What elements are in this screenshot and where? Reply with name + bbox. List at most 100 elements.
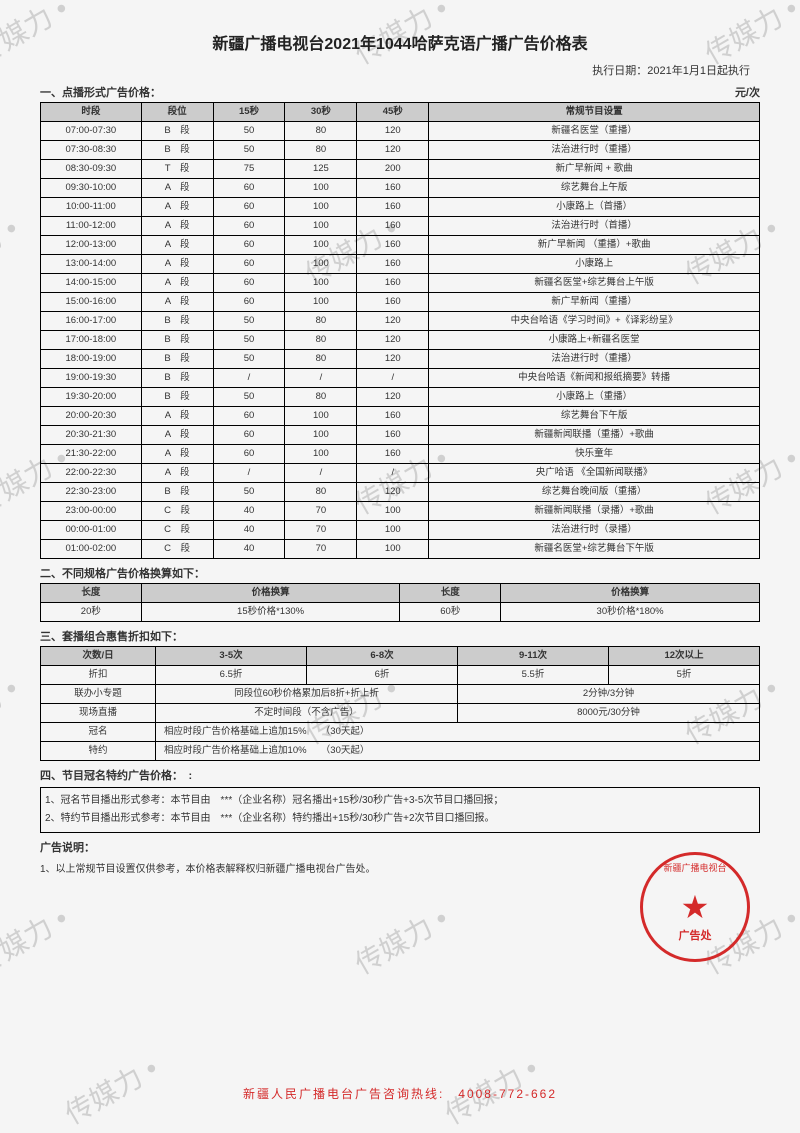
table-row: 08:30-09:30T 段75125200新广早新闻 + 歌曲	[41, 160, 760, 179]
table-cell: 60秒	[400, 603, 501, 622]
table-cell: 19:00-19:30	[41, 369, 142, 388]
table-row: 00:00-01:00C 段4070100法治进行时（录播）	[41, 521, 760, 540]
table-cell: 120	[357, 483, 429, 502]
table-row: 10:00-11:00A 段60100160小康路上（首播）	[41, 198, 760, 217]
official-stamp: 新疆广播电视台 ★ 广告处	[640, 852, 750, 962]
table-cell: 15:00-16:00	[41, 293, 142, 312]
table-cell: C 段	[141, 540, 213, 559]
table-row: 22:30-23:00B 段5080120综艺舞台晚间版（重播）	[41, 483, 760, 502]
table-cell: 法治进行时（首播）	[429, 217, 760, 236]
table-cell: 中央台哈语《学习时间》+《译彩纷呈》	[429, 312, 760, 331]
table-cell: 新疆新闻联播（重播）+歌曲	[429, 426, 760, 445]
table-cell: 40	[213, 502, 285, 521]
table-header: 长度	[41, 584, 142, 603]
section2-heading: 二、不同规格广告价格换算如下：	[40, 565, 760, 581]
table-header: 价格换算	[501, 584, 760, 603]
table-cell: 50	[213, 141, 285, 160]
table-cell: 70	[285, 502, 357, 521]
table-cell: A 段	[141, 179, 213, 198]
table-cell: 快乐童年	[429, 445, 760, 464]
table-row: 折扣6.5折6折5.5折5折	[41, 666, 760, 685]
table-cell: 同段位60秒价格累加后8折+折上折	[156, 685, 458, 704]
table-header: 价格换算	[141, 584, 400, 603]
table-cell: A 段	[141, 236, 213, 255]
table-header: 45秒	[357, 103, 429, 122]
table-cell: 50	[213, 350, 285, 369]
table-cell: 15秒价格*130%	[141, 603, 400, 622]
note-line: 2、特约节目播出形式参考：本节目由 ***（企业名称）特约播出+15秒/30秒广…	[45, 810, 755, 828]
table-cell: 100	[285, 179, 357, 198]
table-cell: A 段	[141, 407, 213, 426]
table-cell: 20:00-20:30	[41, 407, 142, 426]
watermark: 传媒力 •	[347, 897, 455, 982]
footer-hotline: 新疆人民广播电台广告咨询热线: 4008-772-662	[0, 1085, 800, 1102]
table-cell: 160	[357, 217, 429, 236]
table-cell: 新广早新闻 + 歌曲	[429, 160, 760, 179]
table-cell: 小康路上（首播）	[429, 198, 760, 217]
table-cell: 50	[213, 483, 285, 502]
table-cell: 100	[357, 502, 429, 521]
table-cell: 13:00-14:00	[41, 255, 142, 274]
table-row: 23:00-00:00C 段4070100新疆新闻联播（录播）+歌曲	[41, 502, 760, 521]
table-cell: 19:30-20:00	[41, 388, 142, 407]
table-cell: B 段	[141, 369, 213, 388]
table-cell: 70	[285, 521, 357, 540]
table-row: 14:00-15:00A 段60100160新疆名医堂+综艺舞台上午版	[41, 274, 760, 293]
table-cell: 09:30-10:00	[41, 179, 142, 198]
table-header: 6-8次	[307, 647, 458, 666]
table-cell: 160	[357, 426, 429, 445]
table-cell: 60	[213, 198, 285, 217]
watermark: 传媒力 •	[0, 667, 25, 752]
table-cell: A 段	[141, 426, 213, 445]
table-cell: 50	[213, 388, 285, 407]
table-cell: B 段	[141, 312, 213, 331]
table-row: 07:30-08:30B 段5080120法治进行时（重播）	[41, 141, 760, 160]
table-header: 次数/日	[41, 647, 156, 666]
table-cell: A 段	[141, 464, 213, 483]
section1-heading: 一、点播形式广告价格：	[40, 84, 161, 100]
table-cell: 小康路上（重播）	[429, 388, 760, 407]
table-cell: 20:30-21:30	[41, 426, 142, 445]
table-cell: B 段	[141, 141, 213, 160]
table-cell: 20秒	[41, 603, 142, 622]
table-cell: 120	[357, 122, 429, 141]
table-cell: 60	[213, 274, 285, 293]
table-row: 17:00-18:00B 段5080120小康路上+新疆名医堂	[41, 331, 760, 350]
table-cell: 新疆名医堂（重播）	[429, 122, 760, 141]
table-row: 20:30-21:30A 段60100160新疆新闻联播（重播）+歌曲	[41, 426, 760, 445]
table-cell: 法治进行时（重播）	[429, 350, 760, 369]
table-cell: 相应时段广告价格基础上追加15% （30天起）	[156, 723, 760, 742]
table-cell: 120	[357, 141, 429, 160]
table-cell: 11:00-12:00	[41, 217, 142, 236]
table-cell: 100	[357, 521, 429, 540]
table-cell: 新疆名医堂+综艺舞台下午版	[429, 540, 760, 559]
table-row: 联办小专题同段位60秒价格累加后8折+折上折2分钟/3分钟	[41, 685, 760, 704]
table-cell: 75	[213, 160, 285, 179]
table-cell: A 段	[141, 217, 213, 236]
table-cell: 小康路上+新疆名医堂	[429, 331, 760, 350]
table-cell: 5折	[608, 666, 759, 685]
table-cell: /	[285, 369, 357, 388]
table-cell: 60	[213, 445, 285, 464]
table-cell: 07:30-08:30	[41, 141, 142, 160]
table-cell: 30秒价格*180%	[501, 603, 760, 622]
table-cell: 6.5折	[156, 666, 307, 685]
table-cell: 60	[213, 255, 285, 274]
table-cell: 100	[285, 198, 357, 217]
discount-table: 次数/日3-5次6-8次9-11次12次以上 折扣6.5折6折5.5折5折联办小…	[40, 646, 760, 761]
table-cell: A 段	[141, 445, 213, 464]
table-row: 01:00-02:00C 段4070100新疆名医堂+综艺舞台下午版	[41, 540, 760, 559]
table-cell: 折扣	[41, 666, 156, 685]
table-cell: B 段	[141, 331, 213, 350]
table-cell: 新广早新闻 （重播）+歌曲	[429, 236, 760, 255]
table-cell: 16:00-17:00	[41, 312, 142, 331]
table-cell: 新广早新闻（重播）	[429, 293, 760, 312]
table-cell: /	[213, 464, 285, 483]
table-cell: B 段	[141, 483, 213, 502]
table-cell: 60	[213, 293, 285, 312]
table-header: 30秒	[285, 103, 357, 122]
table-row: 冠名相应时段广告价格基础上追加15% （30天起）	[41, 723, 760, 742]
price-table: 时段段位15秒30秒45秒常规节目设置 07:00-07:30B 段508012…	[40, 102, 760, 559]
table-cell: 160	[357, 236, 429, 255]
table-cell: 新疆名医堂+综艺舞台上午版	[429, 274, 760, 293]
